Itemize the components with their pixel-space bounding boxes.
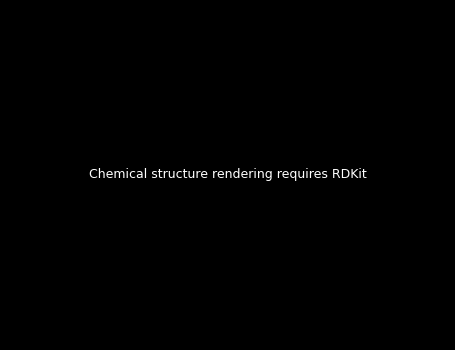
Text: Chemical structure rendering requires RDKit: Chemical structure rendering requires RD…	[89, 168, 366, 182]
